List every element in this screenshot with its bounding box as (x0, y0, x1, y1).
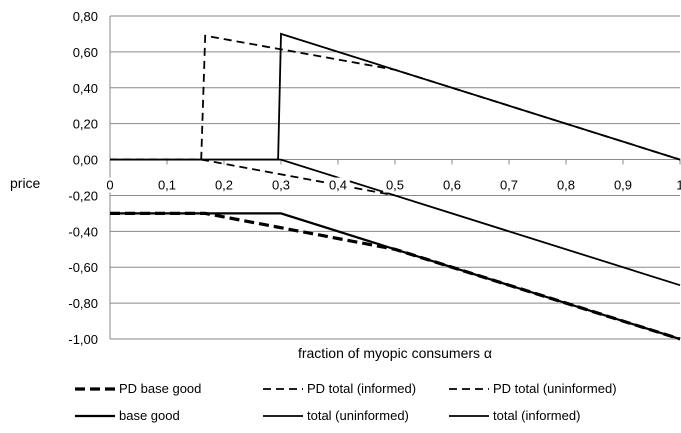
x-tick-label: 0 (105, 177, 115, 193)
x-tick-label: 0,8 (554, 177, 578, 193)
y-tick-label: 0,00 (73, 153, 98, 168)
svg-text:0,3: 0,3 (272, 178, 290, 193)
legend-entry: total (informed) (449, 408, 580, 423)
y-tick-label: -0,80 (68, 296, 98, 311)
tick-labels: 0,800,600,400,200,00-0,20-0,40-0,60-0,80… (68, 9, 681, 347)
legend-label: total (uninformed) (307, 408, 409, 423)
y-tick-label: 0,20 (73, 117, 98, 132)
series-line (110, 34, 681, 161)
series-lines (110, 32, 681, 341)
y-axis-label: price (10, 175, 41, 191)
legend-label: PD base good (119, 381, 201, 396)
legend-entry: base good (75, 408, 180, 423)
svg-text:0,9: 0,9 (614, 178, 632, 193)
svg-text:0,7: 0,7 (500, 178, 518, 193)
x-tick-label: 0,4 (326, 177, 350, 193)
x-tick-label: 1 (675, 177, 681, 193)
series-line (110, 211, 681, 341)
legend-label: PD total (uninformed) (493, 381, 617, 396)
y-tick-label: -0,60 (68, 260, 98, 275)
x-tick-label: 0,9 (611, 177, 635, 193)
svg-text:1: 1 (676, 178, 681, 193)
x-tick-label: 0,3 (269, 177, 293, 193)
svg-text:0,2: 0,2 (215, 178, 233, 193)
series-line (110, 212, 681, 341)
x-tick-label: 0,1 (155, 177, 179, 193)
legend-entry: total (uninformed) (263, 408, 409, 423)
legend-entry: PD total (uninformed) (449, 381, 617, 396)
svg-text:0,4: 0,4 (329, 178, 347, 193)
y-tick-label: -1,00 (68, 332, 98, 347)
x-tick-label: 0,2 (212, 177, 236, 193)
svg-text:0,6: 0,6 (443, 178, 461, 193)
x-tick-label: 0,6 (440, 177, 464, 193)
y-tick-label: 0,60 (73, 45, 98, 60)
series-line (110, 158, 396, 197)
legend-label: PD total (informed) (307, 381, 416, 396)
y-tick-label: -0,40 (68, 224, 98, 239)
legend-label: total (informed) (493, 408, 580, 423)
svg-text:0: 0 (106, 178, 113, 193)
legend: PD base good PD total (informed) PD total … (75, 381, 617, 423)
legend-label: base good (119, 408, 180, 423)
svg-text:0,5: 0,5 (386, 178, 404, 193)
y-tick-label: 0,80 (73, 9, 98, 24)
svg-text:0,8: 0,8 (557, 178, 575, 193)
legend-entry: PD total (informed) (263, 381, 416, 396)
x-tick-label: 0,5 (383, 177, 407, 193)
legend-entry: PD base good (75, 381, 201, 396)
y-tick-label: -0,20 (68, 188, 98, 203)
x-tick-label: 0,7 (497, 177, 521, 193)
series-line (110, 32, 681, 161)
svg-text:0,1: 0,1 (158, 178, 176, 193)
y-tick-label: 0,40 (73, 81, 98, 96)
x-axis-label: fraction of myopic consumers α (298, 345, 492, 361)
